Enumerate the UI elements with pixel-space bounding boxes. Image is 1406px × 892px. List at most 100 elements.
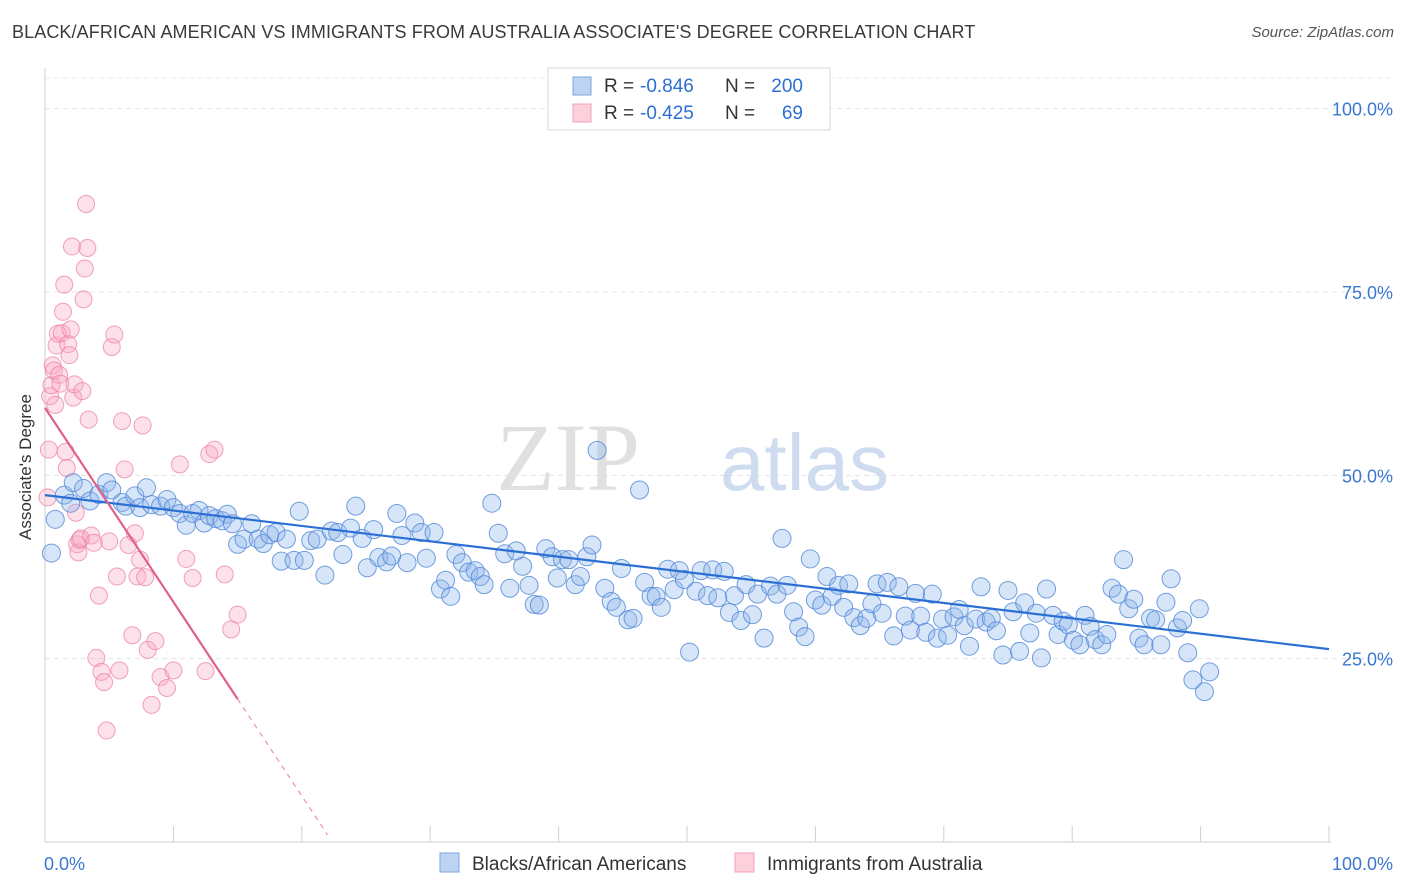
- data-point-immigrants-australia: [52, 324, 71, 343]
- data-point-black-african-american: [911, 606, 931, 626]
- series-black-african-american: [41, 440, 1220, 702]
- data-point-immigrants-australia: [97, 721, 116, 740]
- data-point-black-african-american: [1200, 662, 1220, 682]
- data-point-black-african-american: [301, 531, 321, 551]
- data-point-black-african-american: [839, 574, 859, 594]
- data-point-black-african-american: [708, 588, 728, 608]
- data-point-black-african-american: [446, 545, 466, 565]
- data-point-immigrants-australia: [77, 195, 96, 213]
- data-point-immigrants-australia: [84, 533, 103, 552]
- data-point-black-african-american: [601, 591, 621, 611]
- data-point-black-african-american: [1124, 589, 1144, 609]
- data-point-black-african-american: [346, 496, 366, 516]
- data-point-black-african-american: [1173, 611, 1193, 631]
- bottom-legend: Blacks/African Americans Immigrants from…: [439, 852, 983, 875]
- data-point-immigrants-australia: [157, 679, 176, 697]
- data-point-black-african-american: [217, 504, 237, 524]
- data-point-black-african-american: [1151, 635, 1171, 655]
- legend-n-value-1: 200: [771, 76, 803, 97]
- data-point-immigrants-australia: [196, 662, 215, 681]
- legend-swatch-blue: [572, 76, 592, 96]
- legend-n-label-1: N =: [725, 76, 755, 97]
- data-point-immigrants-australia: [42, 376, 61, 395]
- data-point-black-african-american: [959, 636, 979, 656]
- data-point-immigrants-australia: [142, 695, 161, 714]
- data-point-black-african-american: [822, 586, 842, 606]
- bottom-legend-label-blue: Blacks/African Americans: [472, 854, 686, 875]
- legend-r-label-2: R =: [604, 103, 634, 124]
- data-point-immigrants-australia: [87, 648, 106, 667]
- y-tick-label: 25.0%: [1342, 650, 1393, 670]
- data-point-black-african-american: [570, 567, 590, 587]
- data-point-black-african-american: [1119, 599, 1139, 619]
- data-point-black-african-american: [629, 480, 649, 500]
- data-point-black-african-american: [664, 580, 684, 600]
- data-point-black-african-american: [392, 525, 412, 545]
- data-point-black-african-american: [547, 568, 567, 588]
- data-point-black-african-american: [436, 570, 456, 590]
- data-point-black-african-american: [725, 586, 745, 606]
- data-point-immigrants-australia: [215, 565, 234, 584]
- series-immigrants-australia: [38, 195, 247, 740]
- data-point-immigrants-australia: [60, 346, 79, 365]
- stats-legend: R = -0.846 N = 200 R = -0.425 N = 69: [547, 67, 831, 131]
- data-point-black-african-american: [482, 493, 502, 513]
- data-point-immigrants-australia: [113, 412, 132, 431]
- data-point-immigrants-australia: [136, 568, 155, 587]
- data-point-black-african-american: [680, 642, 700, 662]
- data-point-black-african-american: [41, 543, 61, 563]
- data-point-immigrants-australia: [82, 526, 101, 545]
- x-tick-labels: 0.0% 100.0%: [44, 854, 1393, 874]
- data-point-black-african-american: [416, 548, 436, 568]
- trend-line-immigrants-australia-extrapolated: [237, 698, 328, 835]
- data-point-immigrants-australia: [177, 549, 196, 568]
- data-point-black-african-american: [1146, 610, 1166, 630]
- legend-n-label-2: N =: [725, 103, 755, 124]
- data-point-immigrants-australia: [75, 259, 94, 278]
- data-point-black-african-american: [993, 645, 1013, 665]
- data-point-immigrants-australia: [61, 320, 80, 339]
- data-point-immigrants-australia: [56, 442, 75, 461]
- watermark-zip: ZIP: [496, 404, 640, 511]
- data-point-black-african-american: [754, 628, 774, 648]
- data-point-immigrants-australia: [53, 302, 72, 321]
- legend-swatch-pink: [572, 103, 592, 123]
- data-point-black-african-american: [1070, 635, 1090, 655]
- data-point-immigrants-australia: [73, 382, 92, 400]
- data-point-immigrants-australia: [89, 586, 108, 605]
- data-point-black-african-american: [1085, 630, 1105, 650]
- data-point-black-african-american: [789, 617, 809, 637]
- data-point-black-african-american: [89, 484, 109, 504]
- data-point-black-african-american: [1178, 643, 1198, 663]
- data-point-black-african-american: [459, 562, 479, 582]
- data-point-black-african-american: [922, 584, 942, 604]
- data-point-black-african-american: [519, 575, 539, 595]
- data-point-immigrants-australia: [74, 290, 93, 309]
- legend-r-label-1: R =: [604, 76, 634, 97]
- data-point-immigrants-australia: [205, 440, 224, 459]
- legend-r-value-2: -0.425: [640, 103, 694, 124]
- data-point-black-african-american: [513, 556, 533, 576]
- legend-n-value-2: 69: [782, 103, 803, 124]
- stats-legend-box: [547, 67, 831, 131]
- data-point-immigrants-australia: [39, 440, 58, 459]
- data-point-black-african-american: [731, 611, 751, 631]
- data-point-black-african-american: [1134, 635, 1154, 655]
- data-point-black-african-american: [1010, 641, 1030, 661]
- data-point-immigrants-australia: [228, 605, 247, 624]
- data-point-black-african-american: [1020, 623, 1040, 643]
- data-point-black-african-american: [289, 501, 309, 521]
- data-point-black-african-american: [900, 620, 920, 640]
- data-point-black-african-american: [536, 539, 556, 559]
- data-point-black-african-american: [686, 581, 706, 601]
- data-point-black-african-american: [1129, 628, 1149, 648]
- watermark: ZIP atlas: [496, 404, 889, 511]
- data-point-black-african-american: [872, 603, 892, 623]
- data-point-immigrants-australia: [92, 662, 111, 681]
- data-point-black-african-american: [1108, 584, 1128, 604]
- chart-title: BLACK/AFRICAN AMERICAN VS IMMIGRANTS FRO…: [12, 22, 976, 42]
- data-point-black-african-american: [424, 523, 444, 543]
- data-point-black-african-american: [850, 616, 870, 636]
- data-point-immigrants-australia: [115, 460, 134, 479]
